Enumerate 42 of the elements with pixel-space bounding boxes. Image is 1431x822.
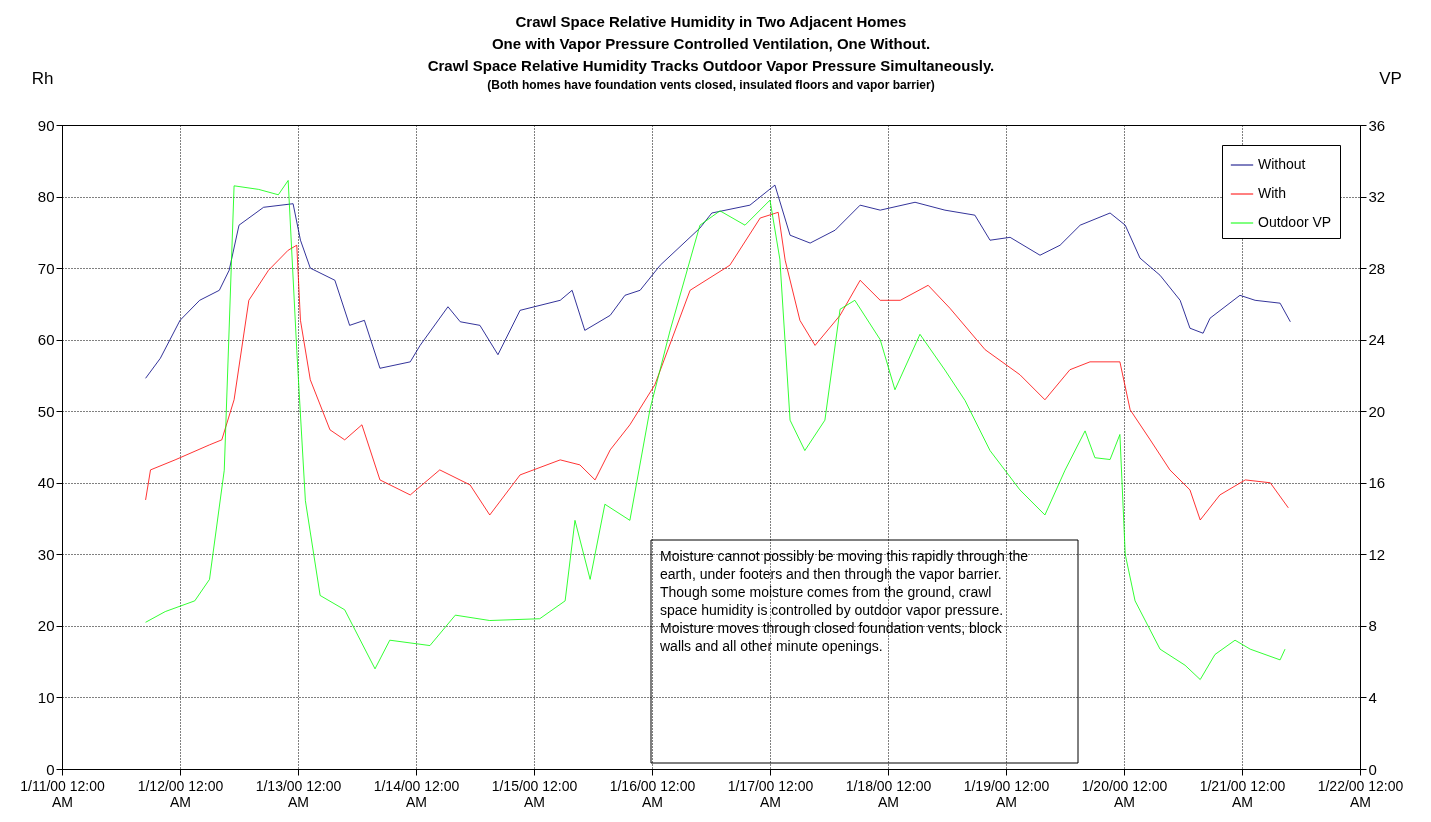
y2-axis-title: VP xyxy=(1379,68,1402,88)
y-tick-label: 0 xyxy=(46,760,55,778)
y-tick-label: 20 xyxy=(37,617,55,635)
y-tick-label: 70 xyxy=(37,259,55,277)
y-tick-label: 50 xyxy=(37,402,55,420)
legend-label: With xyxy=(1258,185,1286,201)
y-tick-label: 90 xyxy=(37,116,55,134)
y-axis-title: Rh xyxy=(31,68,54,88)
legend-label: Outdoor VP xyxy=(1258,214,1332,230)
x-tick-label: 1/16/00 12:00 AM xyxy=(609,777,696,810)
x-tick-label: 1/13/00 12:00 AM xyxy=(255,777,342,810)
x-tick-label: 1/11/00 12:00 AM xyxy=(20,777,105,810)
y2-tick-label: 8 xyxy=(1368,617,1377,635)
x-tick-label: 1/21/00 12:00 AM xyxy=(1199,777,1286,810)
y2-tick-label: 20 xyxy=(1368,402,1386,420)
y2-tick-label: 24 xyxy=(1368,331,1386,349)
chart-subtitle: (Both homes have foundation vents closed, insulated floors and vapor barrier) xyxy=(487,78,935,92)
y-tick-label: 10 xyxy=(37,688,55,706)
x-tick-label: 1/19/00 12:00 AM xyxy=(963,777,1050,810)
y-tick-label: 80 xyxy=(37,188,55,206)
x-tick-label: 1/20/00 12:00 AM xyxy=(1081,777,1168,810)
y-tick-label: 40 xyxy=(37,474,55,492)
y2-tick-label: 12 xyxy=(1368,545,1386,563)
x-tick-label: 1/17/00 12:00 AM xyxy=(727,777,814,810)
y2-tick-label: 36 xyxy=(1368,116,1386,134)
y2-tick-label: 4 xyxy=(1368,688,1377,706)
x-tick-label: 1/22/00 12:00 AM xyxy=(1317,777,1404,810)
y-tick-label: 60 xyxy=(37,331,55,349)
x-tick-label: 1/12/00 12:00 AM xyxy=(137,777,224,810)
x-tick-label: 1/14/00 12:00 AM xyxy=(373,777,460,810)
y2-tick-label: 32 xyxy=(1368,188,1386,206)
y2-tick-label: 28 xyxy=(1368,259,1386,277)
y2-tick-label: 0 xyxy=(1368,760,1377,778)
x-tick-label: 1/18/00 12:00 AM xyxy=(845,777,932,810)
annotation: Moisture moves through closed foundation vents, block walls and all other minute openings. xyxy=(659,620,1003,654)
annotation: Though some moisture comes from the ground, crawl space humidity is controlled by outdoor vapor pressure. xyxy=(660,584,1004,618)
legend-label: Without xyxy=(1258,156,1306,172)
x-tick-label: 1/15/00 12:00 AM xyxy=(491,777,578,810)
y-tick-label: 30 xyxy=(37,545,55,563)
annotation: Moisture cannot possibly be moving this rapidly through the earth, under footers and then through the vapor barrier. xyxy=(660,548,1029,582)
y2-tick-label: 16 xyxy=(1368,474,1386,492)
chart-title: Crawl Space Relative Humidity in Two Adjacent Homes One with Vapor Pressure Controlled Ventilation, One Without. Crawl Space Relative Humidity Tracks Outdoor Vapor Pressure Simultaneously. xyxy=(427,13,995,74)
